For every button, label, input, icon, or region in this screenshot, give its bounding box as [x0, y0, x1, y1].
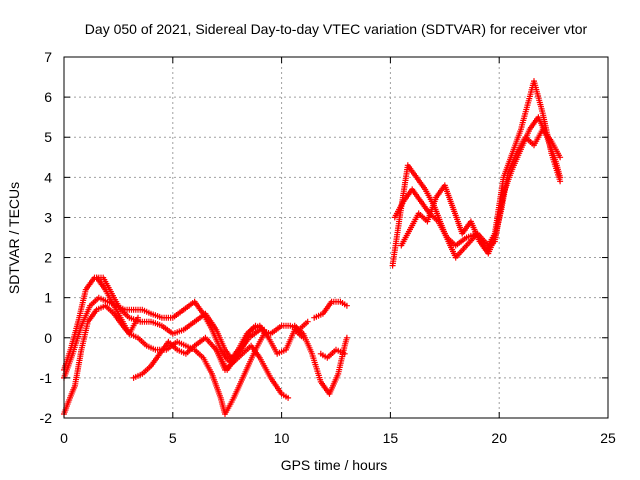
x-tick-labels: 0 5 10 15 20 25 — [60, 430, 616, 446]
y-tick-label: 0 — [44, 330, 52, 346]
y-tick-label: -1 — [40, 370, 53, 386]
data-series — [61, 78, 564, 417]
x-tick-label: 0 — [60, 430, 68, 446]
data-point-marker — [135, 314, 141, 321]
y-tick-label: 2 — [44, 250, 52, 266]
data-point-marker — [343, 334, 350, 341]
data-point-marker — [557, 174, 564, 181]
x-axis-label: GPS time / hours — [281, 457, 388, 473]
series-arc-12 — [398, 126, 564, 257]
data-point-marker — [304, 318, 311, 325]
plot-frame — [63, 56, 609, 419]
axis-ticks — [63, 56, 609, 419]
x-tick-label: 20 — [491, 430, 507, 446]
y-tick-label: 6 — [44, 89, 52, 105]
x-tick-label: 15 — [383, 430, 399, 446]
data-point-marker — [341, 350, 348, 357]
y-tick-label: 1 — [44, 290, 52, 306]
series-arc-4 — [93, 274, 141, 337]
x-tick-label: 10 — [274, 430, 290, 446]
data-point-marker — [343, 302, 350, 309]
x-tick-label: 5 — [169, 430, 177, 446]
series-arc-9 — [317, 346, 348, 361]
series-arc-8 — [311, 298, 350, 321]
x-tick-label: 25 — [600, 430, 616, 446]
chart-title: Day 050 of 2021, Sidereal Day-to-day VTE… — [85, 21, 588, 37]
data-point-marker — [285, 394, 292, 401]
data-point-marker — [557, 154, 564, 161]
y-tick-labels: -2 -1 0 1 2 3 4 5 6 7 — [40, 49, 53, 426]
y-tick-label: 7 — [44, 49, 52, 65]
y-tick-label: 4 — [44, 169, 52, 185]
y-tick-label: 3 — [44, 209, 52, 225]
y-tick-label: 5 — [44, 129, 52, 145]
y-axis-label: SDTVAR / TECUs — [6, 182, 22, 294]
y-tick-label: -2 — [40, 410, 53, 426]
